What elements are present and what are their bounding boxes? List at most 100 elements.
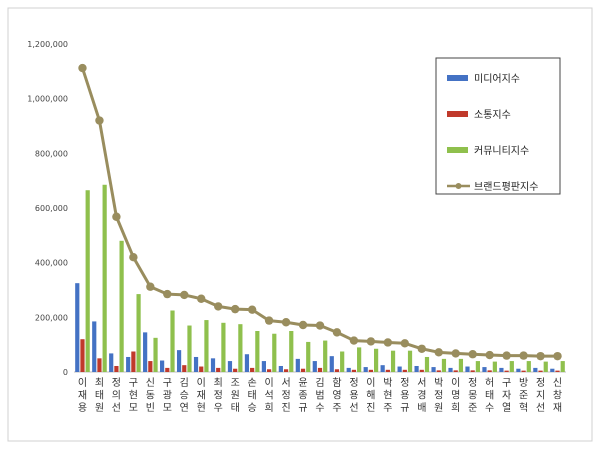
bar-미디어지수-박현주 [380, 365, 385, 372]
bar-소통지수-박현주 [385, 369, 390, 372]
bar-커뮤니티지수-박정원 [441, 358, 447, 372]
bar-소통지수-박정원 [436, 370, 441, 372]
y-tick-label: 800,000 [35, 149, 68, 158]
point-브랜드평판지수-함영주 [332, 328, 342, 337]
bar-커뮤니티지수-방준혁 [526, 361, 531, 372]
bar-커뮤니티지수-구자열 [509, 361, 514, 372]
bar-커뮤니티지수-서정진 [289, 331, 294, 372]
bar-커뮤니티지수-조원태 [238, 324, 243, 372]
bar-커뮤니티지수-정용선 [357, 347, 362, 372]
bar-소통지수-손태승 [250, 367, 255, 372]
legend-label: 소통지수 [474, 109, 511, 121]
point-브랜드평판지수-이해진 [366, 337, 376, 346]
bar-미디어지수-구광모 [160, 360, 165, 372]
point-브랜드평판지수-신동빈 [146, 282, 155, 291]
bar-미디어지수-정용선 [346, 367, 351, 372]
bar-소통지수-최정우 [216, 367, 221, 372]
bar-커뮤니티지수-구광모 [170, 310, 175, 372]
x-axis-labels: 이 재 용 최 태 원 정 의 선 구 현 모 신 동 빈 구 광 모 김 승 연 이 재 현 최 정 우 조 원 태 손 태 승 이 석 희 서 정 진 윤… [78, 377, 562, 414]
bar-소통지수-서정진 [283, 369, 289, 372]
y-tick-label: 0 [63, 368, 68, 377]
bar-미디어지수-이명희 [448, 367, 453, 372]
point-브랜드평판지수-구자열 [502, 351, 511, 360]
bar-미디어지수-박정원 [431, 367, 436, 372]
bar-미디어지수-최태원 [92, 321, 97, 372]
bar-미디어지수-김승연 [176, 350, 182, 372]
bar-커뮤니티지수-함영주 [340, 351, 345, 372]
bar-미디어지수-방준혁 [516, 368, 521, 372]
bar-커뮤니티지수-최정우 [221, 322, 226, 372]
bar-소통지수-윤종규 [300, 368, 306, 372]
legend-marker-미디어지수 [447, 75, 468, 81]
bar-미디어지수-정몽준 [465, 366, 470, 372]
point-브랜드평판지수-김승연 [180, 290, 189, 300]
bar-소통지수-방준혁 [521, 370, 526, 372]
point-브랜드평판지수-이석희 [264, 316, 274, 325]
bar-소통지수-이석희 [267, 369, 272, 372]
bar-소통지수-이재용 [80, 339, 85, 372]
bar-커뮤니티지수-이명희 [458, 358, 464, 372]
point-브랜드평판지수-정몽준 [468, 350, 477, 359]
bar-미디어지수-최정우 [210, 358, 216, 372]
bar-커뮤니티지수-김승연 [187, 325, 192, 372]
bar-커뮤니티지수-이해진 [374, 348, 379, 372]
point-브랜드평판지수-서경배 [417, 344, 426, 353]
bar-소통지수-이해진 [368, 369, 373, 372]
bar-소통지수-함영주 [334, 369, 340, 372]
bar-소통지수-조원태 [233, 368, 238, 372]
point-브랜드평판지수-정지선 [536, 351, 545, 361]
bar-미디어지수-정용규 [397, 366, 402, 372]
bar-소통지수-구자열 [504, 370, 509, 372]
point-브랜드평판지수-윤종규 [298, 320, 308, 330]
bar-소통지수-이재현 [199, 366, 204, 372]
point-브랜드평판지수-최정우 [214, 302, 223, 311]
bar-소통지수-구광모 [165, 367, 170, 372]
bar-커뮤니티지수-박현주 [390, 350, 396, 372]
legend-marker-소통지수 [447, 111, 468, 117]
legend-marker-dot-브랜드평판지수 [455, 183, 462, 189]
bar-소통지수-허태수 [487, 370, 492, 372]
bar-커뮤니티지수-신창재 [560, 361, 565, 372]
point-브랜드평판지수-구광모 [163, 289, 172, 299]
bar-커뮤니티지수-김범수 [323, 340, 328, 372]
line-series-group [78, 63, 562, 361]
bar-커뮤니티지수-서경배 [424, 356, 430, 372]
bar-미디어지수-서정진 [278, 365, 283, 372]
bar-미디어지수-윤종규 [295, 358, 300, 372]
legend-marker-커뮤니티지수 [447, 147, 468, 153]
bar-커뮤니티지수-이석희 [272, 333, 277, 372]
bar-소통지수-정용선 [351, 369, 357, 372]
point-브랜드평판지수-박현주 [383, 338, 393, 347]
bar-미디어지수-손태승 [244, 354, 250, 372]
bar-커뮤니티지수-신동빈 [153, 337, 158, 372]
bar-커뮤니티지수-손태승 [255, 331, 260, 372]
bar-미디어지수-구자열 [499, 367, 504, 372]
bar-소통지수-정의선 [114, 365, 119, 372]
point-브랜드평판지수-정의선 [112, 212, 121, 221]
y-tick-label: 400,000 [35, 259, 68, 268]
